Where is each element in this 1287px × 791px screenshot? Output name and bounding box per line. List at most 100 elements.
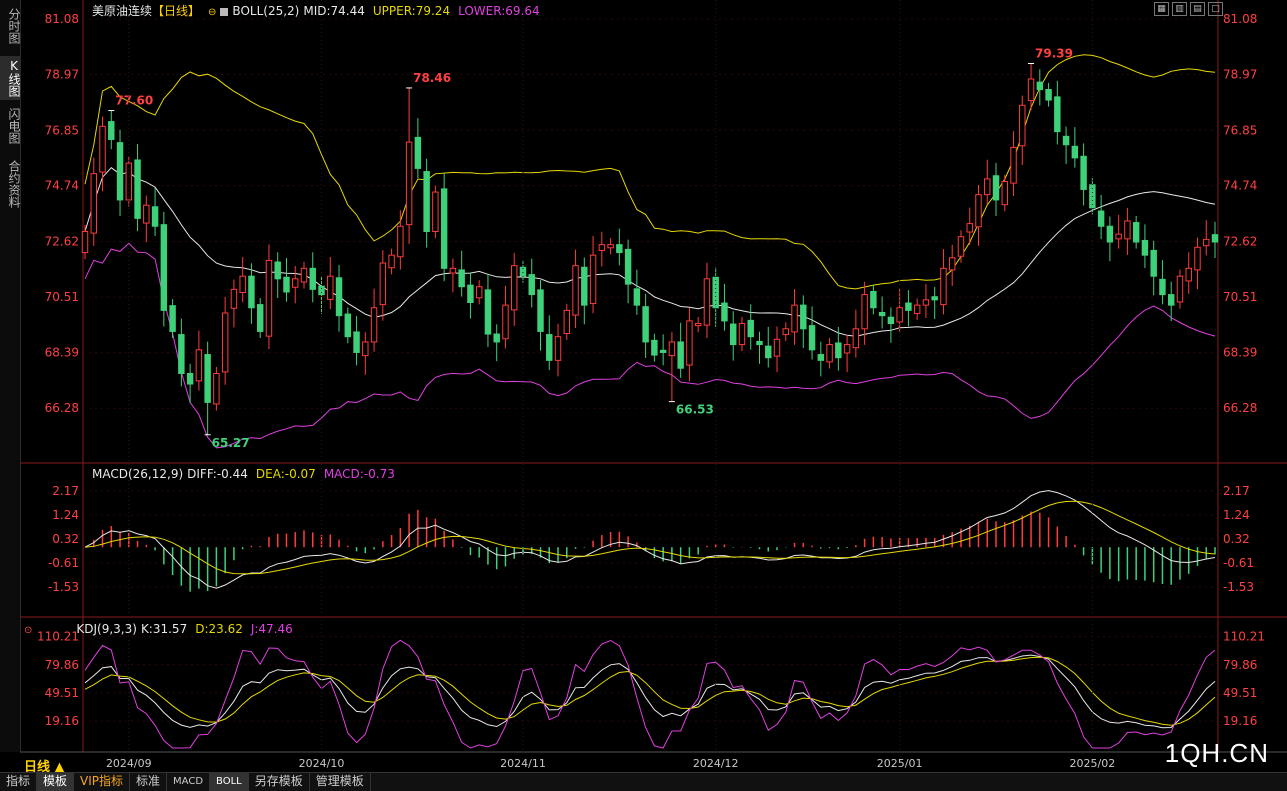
candle-body: [966, 223, 973, 233]
layout-icon[interactable]: ▥: [1172, 2, 1187, 16]
tab-timeshare[interactable]: 分时图: [7, 8, 21, 44]
candle-body: [913, 304, 921, 315]
candle-body: [475, 286, 483, 299]
candle-body: [99, 125, 106, 173]
kdj-y-tick-right: 19.16: [1223, 714, 1257, 728]
candle-body: [730, 323, 737, 346]
candle-body: [975, 194, 982, 228]
kdj-j-value: J:47.46: [250, 622, 293, 636]
price-annotation: 66.53: [676, 403, 714, 417]
candle-body: [239, 275, 246, 294]
candle-body: [773, 338, 781, 357]
tab-contract-info[interactable]: 合约资料: [7, 160, 21, 208]
tab-macd[interactable]: MACD: [167, 773, 211, 791]
candle-body: [703, 278, 711, 326]
kdj-settings-icon[interactable]: ⊙: [24, 625, 33, 636]
tab-vip-indicators[interactable]: VIP指标: [74, 773, 131, 791]
tab-indicators[interactable]: 指标: [0, 773, 38, 791]
date-tick-label: 2025/02: [1070, 757, 1116, 770]
window-icon[interactable]: □: [1208, 2, 1223, 16]
candle-body: [940, 267, 947, 306]
candle-body: [616, 244, 623, 254]
candle-body: [852, 328, 860, 349]
candle-body: [896, 307, 903, 323]
candle-body: [948, 257, 956, 271]
period-toggle-icon[interactable]: ⊖: [208, 7, 217, 18]
macd-y-tick-left: -0.61: [48, 556, 79, 570]
candle-body: [528, 274, 535, 296]
candle-body: [642, 306, 649, 343]
period-selector[interactable]: 日线 ▲: [24, 760, 65, 775]
candle-body: [1115, 233, 1122, 240]
candle-body: [957, 236, 965, 257]
y-tick-label-right: 68.39: [1223, 346, 1257, 360]
price-annotation: 77.60: [115, 94, 153, 108]
macd-y-tick-right: 2.17: [1223, 484, 1250, 498]
candle-body: [1001, 181, 1008, 206]
date-tick-label: 2025/01: [877, 757, 923, 770]
candle-body: [624, 248, 632, 285]
candle-body: [984, 178, 991, 196]
y-tick-label-left: 70.51: [45, 290, 79, 304]
kdj-y-tick-left: 110.21: [37, 630, 79, 644]
split-icon[interactable]: ▤: [1190, 2, 1205, 16]
candle-body: [379, 262, 387, 306]
main-legend: 美原油连续【日线】 ⊖ BOLL(25,2) MID:74.44 UPPER:79.24…: [92, 2, 548, 19]
kdj-k-line: [84, 654, 1216, 729]
grid-icon[interactable]: ▦: [1154, 2, 1169, 16]
left-tab-bar: 分时图 K线图 闪电图 合约资料: [0, 0, 21, 752]
candle-body: [931, 296, 938, 301]
candle-body: [589, 254, 597, 305]
date-tick-label: 2024/12: [693, 757, 739, 770]
kline-chart[interactable]: 81.08 81.08 78.97 78.97 76.85 76.85 74.74 74.74…: [20, 0, 1287, 772]
candle-body: [151, 206, 159, 227]
kdj-d-line: [84, 656, 1216, 726]
tab-standard[interactable]: 标准: [130, 773, 168, 791]
candle-body: [449, 267, 457, 274]
candle-body: [335, 277, 343, 317]
tab-flash-chart[interactable]: 闪电图: [7, 108, 21, 144]
candle-body: [607, 244, 614, 249]
y-tick-label-left: 72.62: [45, 234, 79, 248]
candle-body: [1203, 238, 1210, 247]
candle-body: [221, 312, 229, 373]
candle-body: [134, 159, 141, 219]
candle-body: [125, 162, 133, 201]
candle-body: [1167, 294, 1175, 306]
y-tick-label-left: 66.28: [45, 401, 79, 415]
tab-kline[interactable]: K线图: [0, 56, 21, 100]
candle-body: [484, 289, 492, 335]
candle-body: [843, 344, 851, 354]
candle-body: [791, 304, 798, 333]
candle-body: [370, 307, 378, 343]
macd-y-tick-right: -1.53: [1223, 580, 1254, 594]
macd-indicator-label[interactable]: MACD(26,12,9): [92, 467, 184, 481]
boll-indicator-label[interactable]: BOLL(25,2): [232, 4, 300, 18]
tab-boll[interactable]: BOLL: [210, 773, 249, 791]
indicator-settings-icon[interactable]: [220, 7, 229, 16]
candle-body: [388, 254, 395, 269]
candle-body: [738, 323, 746, 346]
macd-y-tick-left: 0.32: [52, 532, 79, 546]
candle-body: [747, 319, 754, 338]
candle-body: [502, 304, 509, 340]
candle-body: [178, 334, 185, 374]
kdj-y-tick-left: 79.86: [45, 658, 79, 672]
kdj-y-tick-right: 49.51: [1223, 686, 1257, 700]
candle-body: [160, 224, 168, 311]
candle-body: [458, 269, 465, 288]
candle-body: [169, 305, 176, 332]
candle-body: [511, 265, 518, 311]
macd-y-tick-left: 1.24: [52, 508, 79, 522]
kdj-indicator-label[interactable]: KDJ(9,3,3): [76, 622, 137, 636]
tab-manage-templates[interactable]: 管理模板: [310, 773, 371, 791]
kdj-j-line: [84, 639, 1216, 749]
tab-template[interactable]: 模板: [37, 773, 75, 791]
macd-legend: MACD(26,12,9) DIFF:-0.44 DEA:-0.07 MACD:-0.…: [92, 467, 403, 481]
candle-body: [344, 313, 352, 338]
y-tick-label-left: 74.74: [45, 179, 79, 193]
tab-save-template[interactable]: 另存模板: [249, 773, 310, 791]
candle-body: [572, 265, 579, 316]
candle-body: [537, 289, 544, 332]
candle-body: [81, 231, 89, 254]
